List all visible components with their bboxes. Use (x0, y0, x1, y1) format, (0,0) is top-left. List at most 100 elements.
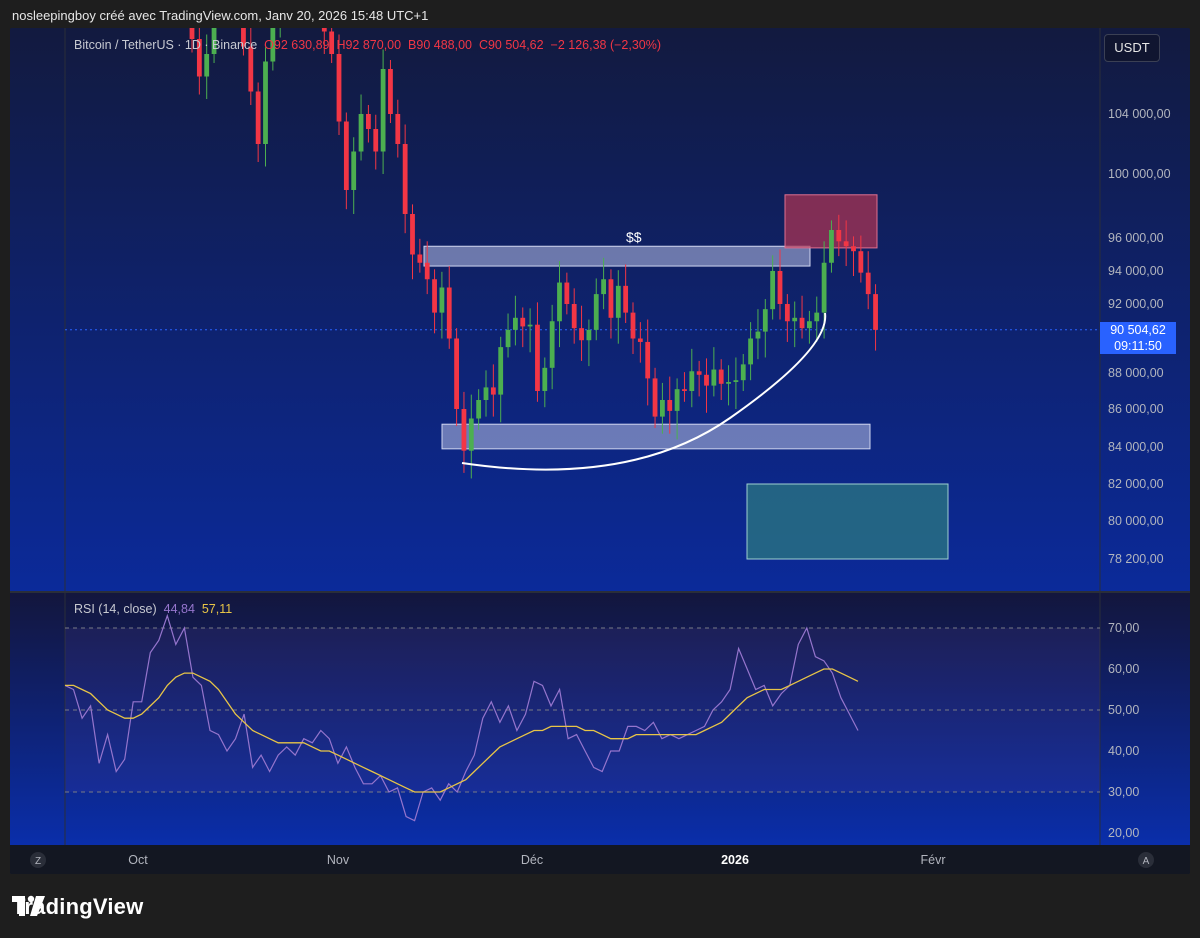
candle-body (630, 312, 636, 339)
last-price: 90 504,62 (1110, 323, 1166, 337)
candle-body (829, 230, 834, 263)
candle-body (388, 69, 393, 114)
candle-body (799, 317, 805, 329)
scale-a-button[interactable]: A (1138, 852, 1154, 868)
rsi-ma-line (65, 668, 859, 793)
candle-body (343, 121, 349, 190)
candle-body (395, 114, 401, 144)
candle-body (667, 400, 673, 411)
zone-support (441, 423, 871, 450)
candle-body (549, 321, 555, 368)
candle-body (321, 28, 327, 32)
candle-body (682, 389, 687, 391)
candle-body (836, 230, 842, 242)
chart-canvas[interactable]: 104 000,00 100 000,00 96 000,00 94 000,00 92… (10, 28, 1190, 874)
time-tick-label: Déc (521, 853, 543, 867)
candle-body (498, 347, 504, 395)
candle-body (402, 144, 408, 214)
chart-frame[interactable]: 104 000,00 100 000,00 96 000,00 94 000,00 92… (10, 28, 1190, 874)
candle-body (689, 371, 695, 391)
time-tick-label: Oct (128, 853, 148, 867)
candle-body (571, 304, 577, 329)
rsi-legend: RSI (14, close) 44,84 57,11 (74, 602, 232, 616)
candle-body (821, 262, 827, 313)
candle-body (490, 387, 496, 395)
price-tick-label: 88 000,00 (1108, 366, 1164, 380)
tradingview-logo: TradingView (12, 894, 143, 920)
candle-body (446, 287, 452, 339)
candle-body (476, 400, 482, 419)
candle-body (608, 279, 614, 318)
candle-body (505, 329, 511, 348)
candle-body (851, 246, 856, 252)
rsi-band (65, 628, 1100, 792)
candle-body (211, 28, 217, 54)
symbol-name[interactable]: Bitcoin / TetherUS · 1D · Binance (74, 38, 258, 52)
candle-body (358, 114, 364, 152)
price-tick-label: 82 000,00 (1108, 477, 1164, 491)
candle-body (645, 341, 651, 379)
zone-resistance (423, 245, 811, 267)
legend-high: H92 870,00 (336, 38, 402, 52)
candle-body (652, 378, 658, 417)
candle-body (615, 285, 621, 318)
main-pane-bg (10, 28, 1190, 593)
candle-body (843, 241, 849, 247)
candle-body (623, 285, 629, 313)
candle-body (439, 287, 445, 313)
candle-body (241, 28, 246, 47)
candle-body (674, 389, 680, 411)
rsi-tick-label: 30,00 (1108, 785, 1139, 799)
scale-z-button[interactable]: Z (30, 852, 46, 868)
candle-body (520, 317, 526, 327)
price-tick-label: 104 000,00 (1108, 107, 1171, 121)
rsi-ma-value: 57,11 (201, 602, 233, 616)
candle-body (248, 46, 254, 92)
legend-low: B90 488,00 (408, 38, 472, 52)
candle-body (542, 367, 548, 391)
candle-body (784, 304, 790, 322)
candle-body (711, 369, 717, 386)
candle-body (586, 329, 592, 341)
candle-body (336, 54, 342, 122)
candle-body (329, 31, 335, 54)
scale-z-button-label: Z (35, 856, 41, 867)
candle-body (432, 279, 437, 313)
rsi-label[interactable]: RSI (14, close) (74, 602, 157, 616)
candle-body (366, 114, 371, 129)
candle-body (189, 28, 195, 39)
price-tick-label: 78 200,00 (1108, 552, 1164, 566)
legend-open: O92 630,89 (264, 38, 330, 52)
price-tick-label: 92 000,00 (1108, 297, 1164, 311)
candle-body (858, 251, 864, 273)
candle-body (527, 324, 533, 327)
candle-body (755, 331, 761, 339)
candle-body (373, 129, 379, 152)
rsi-tick-label: 70,00 (1108, 621, 1139, 635)
rsi-tick-label: 20,00 (1108, 826, 1139, 840)
candle-body (807, 321, 812, 329)
candle-body (351, 151, 357, 190)
rsi-pane-bg (10, 593, 1190, 845)
candle-body (513, 317, 518, 330)
candle-body (814, 312, 820, 322)
currency-button[interactable]: USDT (1104, 34, 1160, 62)
candle-body (718, 369, 724, 384)
liquidity-annotation: $$ (626, 229, 642, 245)
rsi-tick-label: 40,00 (1108, 744, 1139, 758)
candle-body (704, 374, 709, 386)
scale-z-button-circle (30, 852, 46, 868)
scale-a-button-circle (1138, 852, 1154, 868)
candle-body (792, 317, 798, 322)
candle-body (557, 282, 562, 322)
candle-body (454, 338, 459, 409)
cup-curve (461, 312, 827, 471)
time-axis-bg (10, 845, 1190, 874)
candle-body (660, 400, 665, 417)
price-tick-label: 80 000,00 (1108, 514, 1164, 528)
zone-target (746, 483, 949, 560)
legend-close: C90 504,62 (478, 38, 544, 52)
rsi-tick-label: 60,00 (1108, 662, 1139, 676)
candle-body (461, 409, 467, 451)
price-tick-label: 96 000,00 (1108, 231, 1164, 245)
